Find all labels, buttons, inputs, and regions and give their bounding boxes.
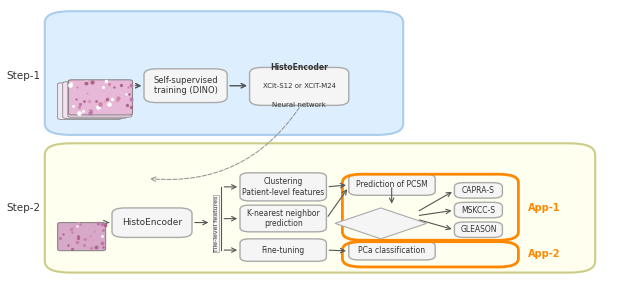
FancyBboxPatch shape bbox=[144, 69, 227, 103]
Text: Self-supervised
training (DINO): Self-supervised training (DINO) bbox=[154, 76, 218, 96]
FancyBboxPatch shape bbox=[240, 205, 326, 232]
Text: Clustering
Patient-level features: Clustering Patient-level features bbox=[242, 177, 324, 197]
Text: PCa classification: PCa classification bbox=[358, 246, 426, 255]
Text: Tile-level features: Tile-level features bbox=[214, 195, 219, 251]
Text: MSKCC-S: MSKCC-S bbox=[461, 205, 495, 215]
FancyBboxPatch shape bbox=[349, 174, 435, 195]
FancyBboxPatch shape bbox=[58, 223, 106, 251]
FancyBboxPatch shape bbox=[250, 67, 349, 105]
Text: XCit-S12 or XCiT-M24: XCit-S12 or XCiT-M24 bbox=[262, 83, 336, 89]
Text: App-2: App-2 bbox=[528, 249, 561, 259]
FancyBboxPatch shape bbox=[45, 11, 403, 135]
Text: GLEASON: GLEASON bbox=[460, 225, 497, 234]
FancyBboxPatch shape bbox=[454, 183, 502, 198]
Text: HistoEncoder: HistoEncoder bbox=[122, 218, 182, 227]
Text: App-1: App-1 bbox=[528, 203, 561, 213]
Text: CAPRA-S: CAPRA-S bbox=[462, 186, 495, 195]
FancyBboxPatch shape bbox=[45, 143, 595, 273]
Text: Prediction of PCSM: Prediction of PCSM bbox=[356, 180, 428, 189]
FancyBboxPatch shape bbox=[454, 222, 502, 237]
FancyArrowPatch shape bbox=[151, 108, 300, 181]
FancyBboxPatch shape bbox=[112, 208, 192, 237]
FancyBboxPatch shape bbox=[68, 81, 132, 117]
FancyBboxPatch shape bbox=[240, 239, 326, 261]
FancyBboxPatch shape bbox=[454, 202, 502, 218]
Text: Neural network: Neural network bbox=[272, 102, 326, 108]
Text: K-nearest neighbor
prediction: K-nearest neighbor prediction bbox=[247, 209, 319, 228]
FancyBboxPatch shape bbox=[68, 80, 132, 115]
Text: HistoEncoder: HistoEncoder bbox=[270, 63, 328, 72]
FancyBboxPatch shape bbox=[58, 83, 122, 119]
FancyBboxPatch shape bbox=[63, 82, 127, 118]
Text: Step-1: Step-1 bbox=[6, 71, 40, 81]
Text: Step-2: Step-2 bbox=[6, 203, 40, 213]
FancyBboxPatch shape bbox=[240, 173, 326, 201]
Polygon shape bbox=[335, 208, 427, 239]
Text: Compare: Compare bbox=[365, 220, 397, 226]
FancyBboxPatch shape bbox=[349, 242, 435, 260]
Text: Fine-tuning: Fine-tuning bbox=[262, 246, 305, 255]
